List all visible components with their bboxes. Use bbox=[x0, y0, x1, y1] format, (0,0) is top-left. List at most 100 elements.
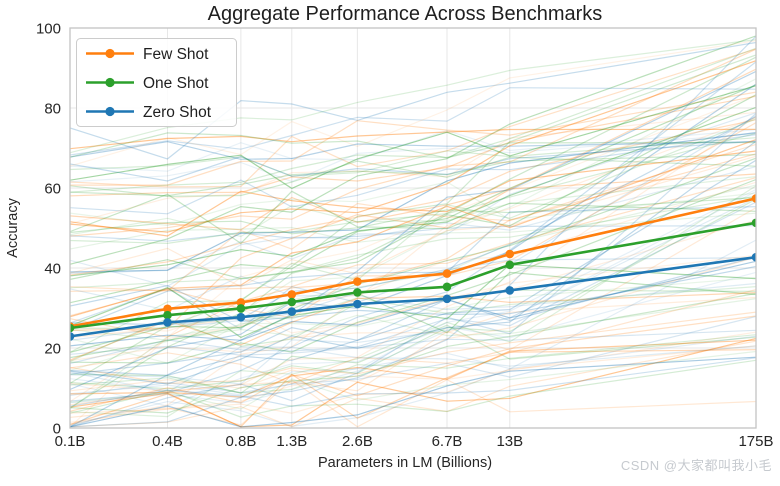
background-benchmark-line bbox=[70, 47, 756, 193]
background-benchmark-line bbox=[70, 112, 756, 274]
x-axis-label: Parameters in LM (Billions) bbox=[318, 455, 492, 471]
zero-shot-marker bbox=[163, 318, 172, 327]
background-benchmark-line bbox=[70, 206, 756, 331]
few-shot-marker bbox=[505, 249, 515, 259]
background-benchmark-line bbox=[70, 264, 756, 339]
background-benchmark-line bbox=[70, 315, 756, 412]
main-series-lines bbox=[70, 194, 756, 341]
zero-shot-series bbox=[70, 252, 756, 341]
background-benchmark-line bbox=[70, 195, 756, 289]
background-benchmark-line bbox=[70, 150, 756, 237]
background-benchmark-line bbox=[70, 239, 756, 428]
background-benchmark-line bbox=[70, 177, 756, 292]
background-benchmark-line bbox=[70, 48, 756, 237]
background-benchmark-line bbox=[70, 257, 756, 330]
few-shot-marker bbox=[442, 269, 452, 278]
few-shot-marker bbox=[163, 304, 172, 314]
zero-shot-marker bbox=[287, 307, 297, 316]
background-benchmark-line bbox=[70, 156, 756, 198]
background-benchmark-line bbox=[70, 337, 756, 428]
background-benchmark-line bbox=[70, 56, 756, 409]
background-benchmark-line bbox=[70, 178, 756, 364]
background-benchmark-line bbox=[70, 40, 756, 167]
legend-label-zero-shot: Zero Shot bbox=[143, 104, 212, 121]
background-benchmark-line bbox=[70, 359, 756, 418]
background-benchmark-line bbox=[70, 260, 756, 347]
axis-tick-labels: 0 20 40 60 80 100 0.1B 0.4B 0.8B 1.3B 2.6B 6.7B 13B 1… bbox=[36, 21, 774, 451]
background-benchmark-line bbox=[70, 119, 756, 276]
background-benchmark-line bbox=[70, 140, 756, 385]
zero-shot-marker bbox=[70, 332, 75, 341]
chart-title: Aggregate Performance Across Benchmarks bbox=[208, 3, 603, 25]
background-benchmark-line bbox=[70, 256, 756, 392]
background-benchmark-line bbox=[70, 329, 756, 356]
background-benchmark-line bbox=[70, 70, 756, 428]
x-tick-label: 1.3B bbox=[276, 433, 307, 450]
background-benchmark-line bbox=[70, 134, 756, 215]
one-shot-marker bbox=[353, 288, 362, 297]
background-benchmark-line bbox=[70, 356, 756, 428]
background-benchmark-line bbox=[70, 340, 756, 428]
background-benchmark-line bbox=[70, 256, 756, 375]
background-benchmark-line bbox=[70, 197, 756, 385]
background-benchmark-line bbox=[70, 349, 756, 428]
background-benchmark-line bbox=[70, 48, 756, 188]
background-benchmark-line bbox=[70, 129, 756, 172]
background-benchmark-line bbox=[70, 324, 756, 394]
background-benchmark-line bbox=[70, 345, 756, 414]
background-benchmark-line bbox=[70, 298, 756, 341]
background-benchmark-line bbox=[70, 41, 756, 160]
y-axis-label: Accuracy bbox=[5, 197, 21, 257]
legend-item-zero-shot: Zero Shot bbox=[86, 104, 212, 121]
background-benchmark-line bbox=[70, 154, 756, 197]
background-benchmark-line bbox=[70, 176, 756, 238]
background-benchmark-line bbox=[70, 137, 756, 177]
one-shot-series bbox=[70, 218, 756, 333]
background-benchmark-line bbox=[70, 265, 756, 323]
one-shot-line bbox=[70, 221, 756, 330]
few-shot-marker bbox=[236, 298, 246, 307]
one-shot-marker bbox=[287, 297, 297, 307]
background-benchmark-line bbox=[70, 116, 756, 392]
background-benchmark-line bbox=[70, 334, 756, 394]
background-benchmark-line bbox=[70, 132, 756, 245]
watermark: CSDN @大家都叫我小毛 bbox=[620, 458, 772, 473]
background-benchmark-line bbox=[70, 91, 756, 186]
background-benchmark-line bbox=[70, 292, 756, 361]
background-benchmark-line bbox=[70, 184, 756, 410]
zero-shot-marker bbox=[505, 286, 515, 295]
background-benchmark-line bbox=[70, 133, 756, 183]
background-benchmark-line bbox=[70, 339, 756, 398]
few-shot-line bbox=[70, 197, 756, 328]
background-benchmark-line bbox=[70, 94, 756, 280]
background-benchmark-line bbox=[70, 296, 756, 339]
background-benchmark-line bbox=[70, 85, 756, 190]
background-benchmark-line bbox=[70, 68, 756, 331]
background-benchmark-line bbox=[70, 94, 756, 428]
y-tick-label: 80 bbox=[44, 101, 61, 118]
zero-shot-marker bbox=[236, 312, 246, 322]
background-benchmark-line bbox=[70, 357, 756, 408]
x-tick-label: 0.4B bbox=[152, 433, 183, 450]
x-tick-label: 6.7B bbox=[432, 433, 463, 450]
background-benchmark-line bbox=[70, 190, 756, 245]
background-benchmark-lines bbox=[70, 35, 756, 428]
x-tick-label: 0.1B bbox=[55, 433, 86, 450]
y-tick-label: 60 bbox=[44, 181, 61, 198]
background-benchmark-line bbox=[70, 188, 756, 399]
background-benchmark-line bbox=[70, 198, 756, 390]
x-tick-label: 175B bbox=[738, 433, 773, 450]
y-tick-label: 100 bbox=[36, 21, 61, 38]
background-benchmark-line bbox=[70, 277, 756, 364]
background-benchmark-line bbox=[70, 35, 756, 428]
zero-shot-line bbox=[70, 255, 756, 338]
one-shot-marker bbox=[236, 304, 246, 313]
few-shot-series bbox=[70, 194, 756, 331]
background-benchmark-line bbox=[70, 128, 756, 150]
zero-shot-marker bbox=[353, 299, 362, 309]
one-shot-marker bbox=[505, 260, 515, 270]
few-shot-marker bbox=[353, 277, 362, 286]
background-benchmark-line bbox=[70, 60, 756, 233]
background-benchmark-line bbox=[70, 84, 756, 304]
